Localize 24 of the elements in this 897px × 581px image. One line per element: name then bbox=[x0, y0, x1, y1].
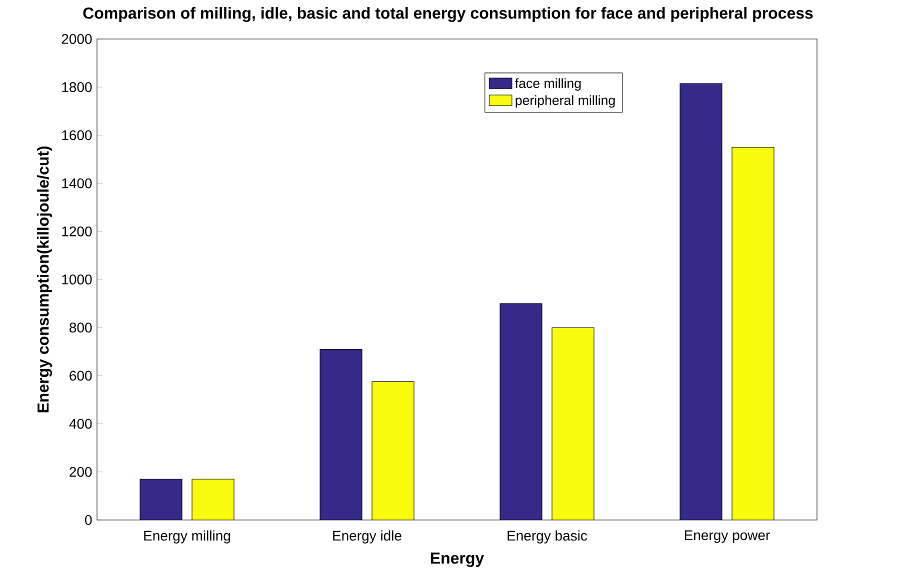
bar bbox=[192, 478, 234, 520]
chart-title: Comparison of milling, idle, basic and total energy consumption for face and peripheral process bbox=[83, 7, 813, 22]
y-tick-label: 200 bbox=[70, 466, 92, 477]
bar bbox=[552, 327, 594, 520]
x-tick-label: Energy power bbox=[684, 530, 770, 543]
legend-label: face milling bbox=[515, 78, 581, 91]
y-tick-label: 0 bbox=[85, 515, 92, 525]
y-tick-label: 600 bbox=[70, 370, 92, 381]
y-tick-label: 1000 bbox=[62, 274, 92, 284]
x-tick-label: Energy milling bbox=[144, 530, 230, 544]
y-axis-title: Energy consumption(killojoule/cut) bbox=[37, 146, 52, 412]
y-tick-label: 800 bbox=[70, 322, 92, 333]
y-tick-label: 1200 bbox=[62, 226, 92, 236]
x-tick-label: Energy idle bbox=[333, 530, 402, 544]
x-axis-title: Energy bbox=[430, 552, 484, 567]
bar bbox=[372, 381, 414, 520]
legend-label: peripheral milling bbox=[516, 95, 615, 108]
y-tick-label: 400 bbox=[69, 418, 92, 429]
y-tick-label: 1600 bbox=[62, 130, 92, 140]
y-tick-label: 1800 bbox=[62, 82, 92, 92]
x-tick-label: Energy basic bbox=[508, 530, 588, 544]
y-tick-label: 1400 bbox=[62, 178, 92, 188]
bar bbox=[732, 146, 774, 520]
y-tick-label: 2000 bbox=[62, 34, 92, 44]
